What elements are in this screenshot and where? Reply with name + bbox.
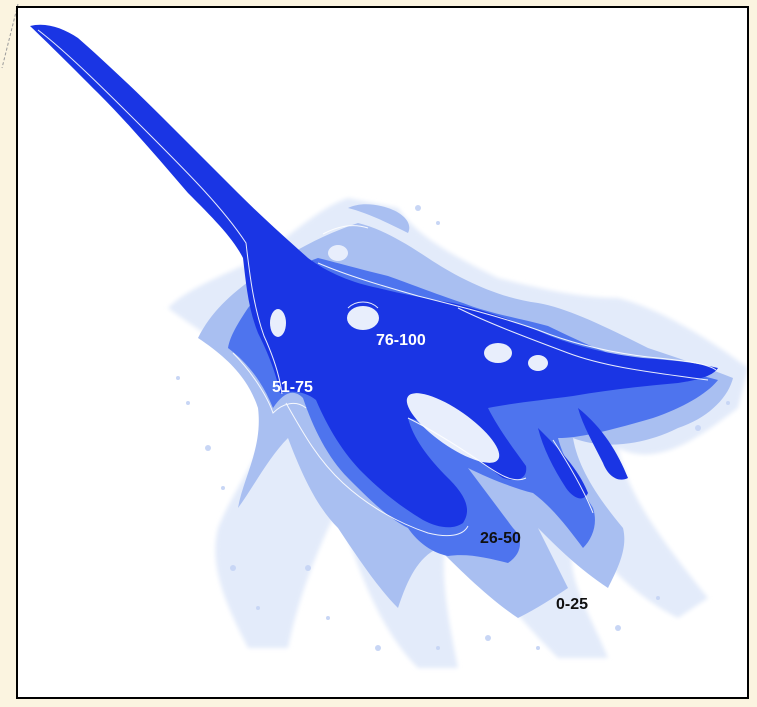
map-islands [270,245,548,463]
map-speckles [176,205,730,651]
zone-label-76-100: 76-100 [376,332,426,349]
zone-label-26-50: 26-50 [480,530,521,547]
zone-76-100-area [30,24,718,528]
zone-label-51-75: 51-75 [272,379,313,396]
corner-decoration-line [1,3,19,69]
zone-label-0-25: 0-25 [556,596,589,613]
contour-lines [37,29,717,537]
map-frame: 76-100 51-75 26-50 0-25 [16,6,749,699]
density-map [30,24,747,668]
